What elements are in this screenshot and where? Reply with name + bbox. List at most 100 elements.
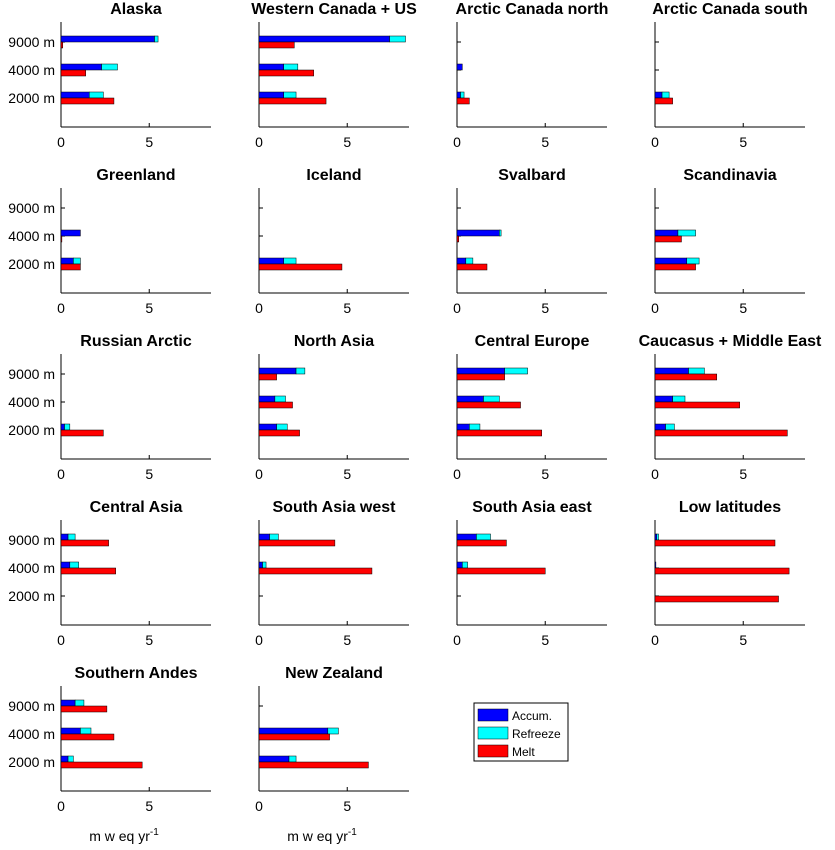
y-tick-label: 9000 m	[8, 200, 55, 216]
y-tick-label: 4000 m	[8, 62, 55, 78]
y-tick-label: 9000 m	[8, 532, 55, 548]
panel-title: South Asia west	[273, 499, 397, 516]
panel: Central Europe 0 5	[453, 333, 607, 482]
refreeze-bar	[283, 63, 299, 71]
x-tick-label: 5	[739, 134, 747, 150]
x-tick-label: 5	[739, 300, 747, 316]
x-tick-label: 5	[541, 466, 549, 482]
panel: South Asia east 0 5	[453, 499, 607, 648]
melt-bar	[654, 401, 740, 409]
refreeze-bar	[274, 395, 286, 403]
melt-bar	[456, 373, 505, 381]
melt-bar	[258, 41, 295, 49]
accum-bar	[654, 423, 666, 431]
refreeze-bar	[269, 533, 279, 541]
refreeze-bar	[677, 229, 696, 237]
accum-bar	[654, 91, 663, 99]
melt-bar	[60, 733, 115, 741]
refreeze-bar	[295, 367, 306, 375]
x-tick-label: 5	[145, 798, 153, 814]
x-tick-label: 0	[651, 466, 659, 482]
panel: Alaska 0 5 9000 m 4000 m 2000 m	[8, 1, 211, 150]
x-tick-label: 5	[343, 632, 351, 648]
legend-label: Accum.	[512, 709, 552, 723]
accum-bar	[258, 63, 284, 71]
x-tick-label: 0	[453, 134, 461, 150]
x-tick-label: 0	[453, 300, 461, 316]
refreeze-bar	[74, 699, 85, 707]
x-axis-label-unit-exp: -1	[150, 827, 159, 838]
melt-bar	[258, 539, 336, 547]
panel-title: Iceland	[306, 167, 361, 184]
x-tick-label: 5	[343, 134, 351, 150]
x-axis-label: m w eq yr-1	[287, 827, 357, 844]
accum-bar	[654, 367, 689, 375]
accum-bar	[456, 395, 484, 403]
y-tick-label: 4000 m	[8, 394, 55, 410]
accum-bar	[60, 229, 81, 237]
accum-bar	[258, 533, 270, 541]
melt-bar	[456, 263, 488, 271]
refreeze-bar	[283, 257, 297, 265]
panel-title: South Asia east	[472, 499, 592, 516]
refreeze-bar	[67, 755, 74, 763]
accum-bar	[60, 423, 65, 431]
x-tick-label: 0	[651, 300, 659, 316]
x-tick-label: 0	[57, 300, 65, 316]
melt-bar	[258, 97, 327, 105]
panel: New Zealand 0 5 m w eq yr-1	[255, 665, 409, 844]
refreeze-bar	[327, 727, 339, 735]
accum-bar	[60, 699, 76, 707]
y-tick-label: 9000 m	[8, 34, 55, 50]
x-tick-label: 5	[145, 300, 153, 316]
y-tick-label: 2000 m	[8, 588, 55, 604]
melt-bar	[258, 567, 373, 575]
melt-bar	[654, 97, 673, 105]
x-tick-label: 5	[343, 300, 351, 316]
x-tick-label: 5	[541, 134, 549, 150]
panel-title: Alaska	[110, 1, 162, 18]
x-tick-label: 0	[453, 632, 461, 648]
y-tick-label: 4000 m	[8, 726, 55, 742]
accum-bar	[60, 35, 155, 43]
x-tick-label: 5	[739, 632, 747, 648]
x-tick-label: 0	[255, 466, 263, 482]
refreeze-bar	[288, 755, 297, 763]
melt-bar	[654, 235, 682, 243]
melt-bar	[654, 429, 788, 437]
melt-bar	[60, 235, 63, 243]
refreeze-bar	[483, 395, 500, 403]
x-tick-label: 5	[739, 466, 747, 482]
refreeze-bar	[504, 367, 528, 375]
legend-swatch	[477, 744, 509, 758]
melt-bar	[60, 41, 64, 49]
melt-bar	[258, 69, 314, 77]
melt-bar	[456, 429, 542, 437]
melt-bar	[456, 235, 460, 243]
panel: Southern Andes 0 5 9000 m 4000 m 2000 m m w eq…	[8, 665, 211, 844]
panel: South Asia west 0 5	[255, 499, 409, 648]
panel-title: Southern Andes	[75, 665, 198, 682]
melt-bar	[456, 97, 470, 105]
melt-bar	[654, 263, 696, 271]
x-tick-label: 0	[255, 632, 263, 648]
melt-bar	[60, 705, 108, 713]
accum-bar	[456, 561, 463, 569]
accum-bar	[258, 35, 390, 43]
x-tick-label: 5	[343, 798, 351, 814]
refreeze-bar	[469, 423, 481, 431]
accum-bar	[258, 727, 329, 735]
refreeze-bar	[88, 91, 104, 99]
x-tick-label: 5	[145, 134, 153, 150]
y-tick-label: 4000 m	[8, 228, 55, 244]
accum-bar	[60, 63, 102, 71]
accum-bar	[456, 257, 467, 265]
accum-bar	[456, 533, 477, 541]
x-axis-label-unit-exp: -1	[348, 827, 357, 838]
accum-bar	[654, 257, 688, 265]
accum-bar	[654, 561, 657, 569]
panel: Svalbard 0 5	[453, 167, 607, 316]
melt-bar	[456, 401, 521, 409]
refreeze-bar	[69, 561, 79, 569]
